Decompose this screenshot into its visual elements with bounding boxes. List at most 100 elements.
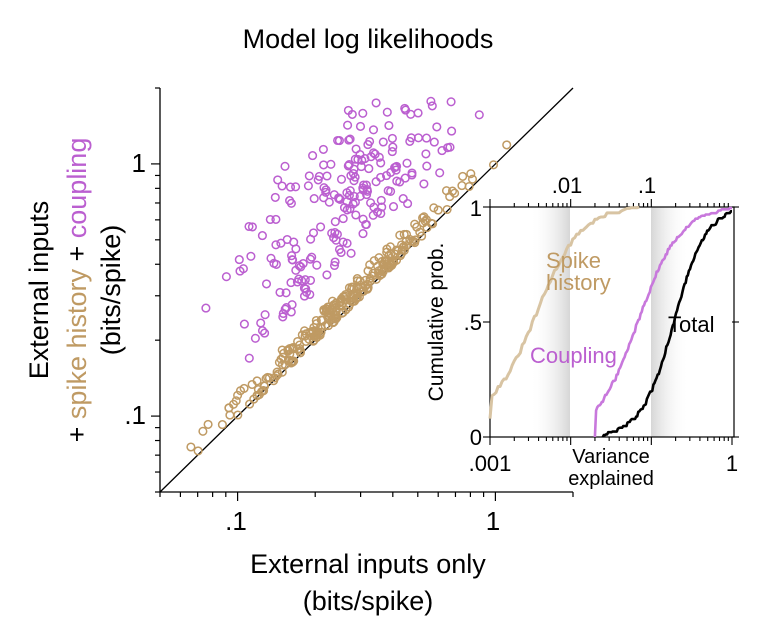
point-coupling (247, 222, 257, 232)
point-spike-history (428, 219, 438, 229)
point-coupling (300, 275, 310, 285)
point-spike-history (203, 419, 213, 429)
point-spike-history (384, 250, 394, 260)
point-coupling (265, 214, 275, 225)
point-coupling (353, 154, 363, 164)
main-xtick-label-1: 1 (486, 506, 500, 536)
point-spike-history (341, 305, 351, 315)
point-coupling (387, 147, 397, 157)
point-coupling (427, 101, 437, 111)
point-coupling (303, 181, 313, 191)
point-spike-history (406, 236, 417, 246)
main-ylabel-line2-group: + spike history + coupling (62, 138, 92, 443)
point-coupling (305, 289, 315, 300)
point-coupling (342, 205, 352, 215)
point-spike-history (272, 367, 282, 377)
point-coupling (446, 97, 456, 107)
point-coupling (351, 210, 361, 220)
point-spike-history (260, 381, 270, 391)
point-spike-history (283, 356, 293, 366)
inset-shade-left (530, 207, 570, 437)
point-coupling (299, 291, 310, 301)
point-coupling (318, 144, 328, 154)
point-coupling (330, 257, 340, 267)
point-spike-history (360, 275, 371, 285)
inset-xlabel-line1: Variance (572, 446, 649, 468)
point-coupling (201, 303, 211, 313)
point-spike-history (228, 399, 239, 409)
point-spike-history (328, 301, 338, 312)
point-spike-history (252, 390, 262, 401)
point-coupling (386, 167, 396, 177)
point-coupling (344, 135, 354, 145)
point-spike-history (258, 386, 268, 396)
point-coupling (376, 158, 386, 168)
point-spike-history (235, 386, 246, 396)
point-coupling (336, 174, 347, 184)
point-spike-history (401, 229, 412, 239)
inset-ylabel-group: Cumulative prob. (425, 243, 448, 402)
point-coupling (307, 252, 317, 262)
point-coupling (280, 161, 290, 171)
point-coupling (345, 134, 355, 144)
point-coupling (358, 108, 368, 118)
point-coupling (270, 192, 280, 202)
point-coupling (361, 219, 371, 230)
point-coupling (238, 264, 248, 274)
point-coupling (316, 222, 326, 232)
point-coupling (285, 196, 295, 206)
cdf-total (601, 210, 733, 438)
point-coupling (350, 197, 360, 207)
inset-label-coupling: Coupling (530, 343, 617, 368)
point-coupling (371, 98, 381, 108)
point-coupling (319, 160, 329, 170)
point-spike-history (225, 410, 235, 420)
cdf-spike-history (488, 205, 640, 419)
main-ylabel-line3-group: (bits/spike) (96, 225, 126, 356)
point-coupling (271, 214, 281, 224)
point-coupling (329, 260, 340, 271)
point-coupling (261, 279, 272, 289)
point-coupling (384, 120, 394, 131)
point-coupling (405, 136, 415, 146)
point-coupling (355, 121, 366, 131)
point-spike-history (336, 296, 346, 306)
point-coupling (378, 137, 388, 147)
point-coupling (305, 254, 315, 264)
point-spike-history (391, 255, 402, 265)
inset-label-spike-line1: Spike (546, 248, 601, 273)
point-spike-history (458, 171, 468, 181)
point-spike-history (279, 348, 289, 358)
point-coupling (273, 175, 283, 185)
point-coupling (246, 251, 256, 261)
inset-ylabel: Cumulative prob. (425, 243, 448, 402)
inset-top-tick-label-0p01: .01 (552, 173, 583, 198)
point-coupling (334, 193, 344, 203)
point-spike-history (311, 315, 321, 326)
point-coupling (260, 328, 270, 338)
point-coupling (324, 197, 334, 207)
point-coupling (429, 137, 439, 147)
point-coupling (432, 122, 442, 132)
point-coupling (355, 191, 365, 201)
point-coupling (271, 259, 281, 269)
main-ticks (151, 87, 574, 501)
point-coupling (401, 105, 411, 115)
point-coupling (371, 177, 381, 187)
point-coupling (308, 151, 318, 161)
point-spike-history (233, 410, 243, 420)
point-coupling (291, 244, 301, 254)
point-spike-history (263, 372, 273, 382)
main-ylabel-prefix: + (62, 419, 92, 442)
point-spike-history (395, 230, 405, 240)
inset-ytick-label-0p5: .5 (464, 310, 482, 335)
point-coupling (309, 194, 319, 204)
point-coupling (347, 109, 357, 119)
point-spike-history (299, 326, 310, 336)
main-ylabel: External inputs (24, 201, 54, 380)
point-spike-history (488, 160, 499, 170)
point-coupling (338, 214, 348, 224)
point-spike-history (217, 420, 227, 430)
point-spike-history (502, 140, 512, 150)
point-coupling (413, 108, 423, 118)
